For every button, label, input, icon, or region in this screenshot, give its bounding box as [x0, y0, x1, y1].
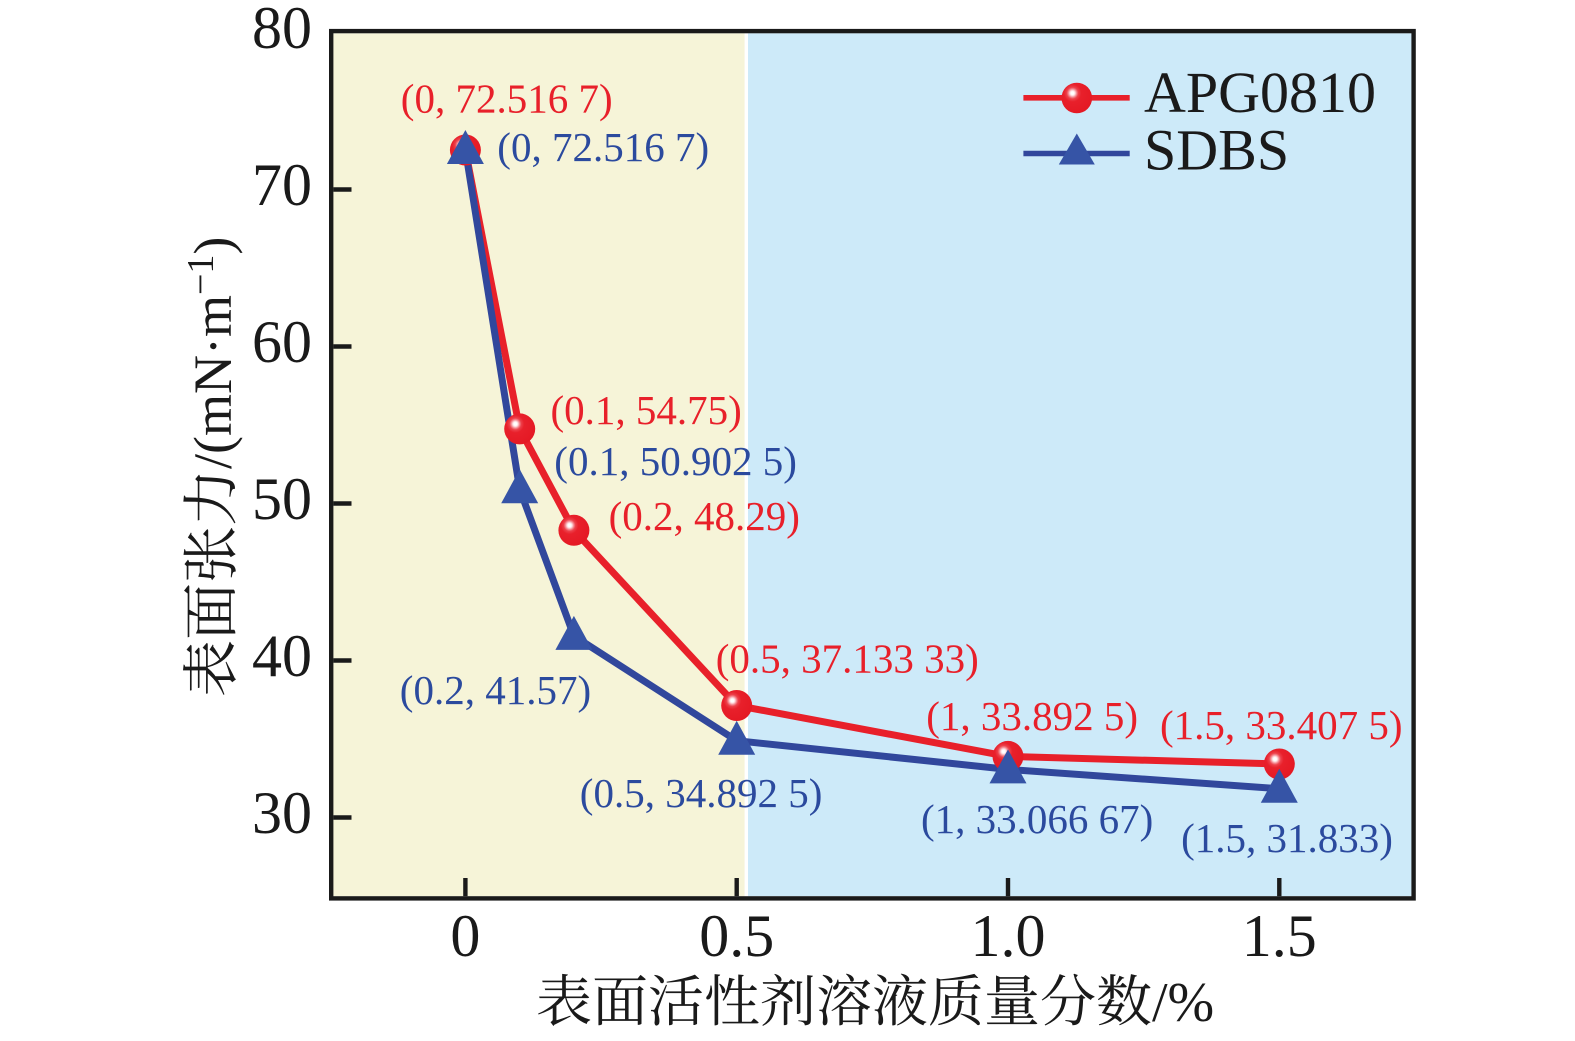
svg-text:0: 0: [450, 903, 480, 969]
svg-text:(0.2, 41.57): (0.2, 41.57): [400, 667, 591, 713]
svg-text:60: 60: [252, 309, 312, 375]
svg-text:70: 70: [252, 152, 312, 218]
svg-text:50: 50: [252, 466, 312, 532]
svg-text:(0.5, 37.133 33): (0.5, 37.133 33): [716, 636, 979, 682]
svg-text:SDBS: SDBS: [1144, 118, 1289, 183]
svg-text:1.0: 1.0: [971, 903, 1046, 969]
svg-text:/%: /%: [1152, 972, 1214, 1034]
svg-text:(0, 72.516 7): (0, 72.516 7): [401, 76, 613, 122]
svg-text:(1.5, 31.833): (1.5, 31.833): [1181, 815, 1393, 861]
svg-text:(0.1, 54.75): (0.1, 54.75): [551, 387, 742, 433]
svg-text:(1, 33.892 5): (1, 33.892 5): [926, 693, 1138, 739]
svg-text:(0, 72.516 7): (0, 72.516 7): [497, 124, 709, 170]
svg-text:(0.5, 34.892 5): (0.5, 34.892 5): [580, 770, 823, 816]
svg-text:80: 80: [252, 0, 312, 61]
svg-text:APG0810: APG0810: [1144, 60, 1376, 125]
svg-text:1.5: 1.5: [1242, 903, 1317, 969]
svg-text:(1, 33.066 67): (1, 33.066 67): [921, 796, 1153, 842]
svg-text:(0.1, 50.902 5): (0.1, 50.902 5): [554, 438, 797, 484]
svg-text:30: 30: [252, 780, 312, 846]
svg-text:40: 40: [252, 623, 312, 689]
svg-text:0.5: 0.5: [699, 903, 774, 969]
svg-text:(1.5, 33.407 5): (1.5, 33.407 5): [1160, 702, 1403, 748]
svg-text:(0.2, 48.29): (0.2, 48.29): [609, 493, 800, 539]
